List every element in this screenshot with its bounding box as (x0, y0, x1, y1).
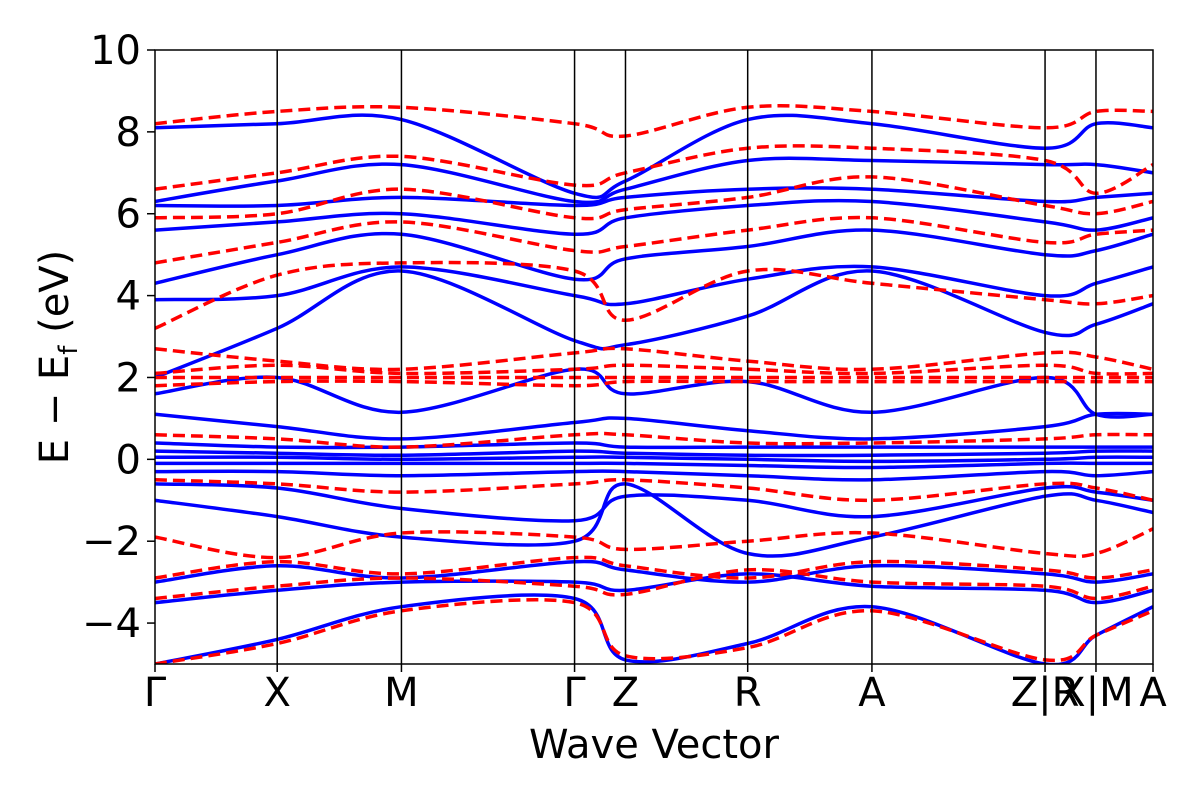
x-tick-label: A (858, 670, 886, 716)
y-axis-title-main: E − E (32, 355, 78, 465)
x-tick-label: X (264, 670, 291, 716)
x-axis-ticks: Γ X M Γ Z R A Z|RX|M A (144, 664, 1167, 716)
solid-band-11 (155, 367, 1153, 419)
x-tick-label: Γ (563, 670, 586, 716)
dashed-band-14 (155, 103, 1153, 139)
x-tick-label: Γ (144, 670, 167, 716)
x-axis-title: Wave Vector (529, 722, 780, 768)
high-symmetry-lines (276, 50, 1097, 664)
dashed-band-9 (155, 346, 1153, 372)
y-tick-label: −2 (82, 519, 141, 565)
y-axis-title-unit: (eV) (32, 250, 78, 346)
y-tick-label: 8 (116, 110, 141, 156)
dashed-band-1 (155, 567, 1153, 601)
y-tick-label: 10 (90, 28, 141, 74)
y-tick-label: 0 (116, 437, 141, 483)
y-tick-label: 2 (116, 355, 141, 401)
dashed-band-2 (155, 555, 1153, 580)
plot-frame (154, 49, 1154, 665)
x-tick-label: A (1139, 670, 1167, 716)
x-tick-label: Z|R (1011, 670, 1080, 716)
y-axis-title: E − Ef (eV) (32, 250, 84, 465)
x-tick-label: R (734, 670, 762, 716)
y-axis-ticks: −4 −2 0 2 4 6 8 10 (82, 28, 155, 647)
y-tick-label: −4 (82, 601, 141, 647)
x-tick-label: Z (612, 670, 639, 716)
y-tick-label: 4 (116, 274, 141, 320)
solid-band-0 (155, 593, 1153, 664)
y-tick-label: 6 (116, 192, 141, 238)
x-tick-label: M (384, 670, 419, 716)
y-axis-title-subscript: f (54, 345, 84, 355)
x-tick-label: X|M (1058, 670, 1133, 716)
